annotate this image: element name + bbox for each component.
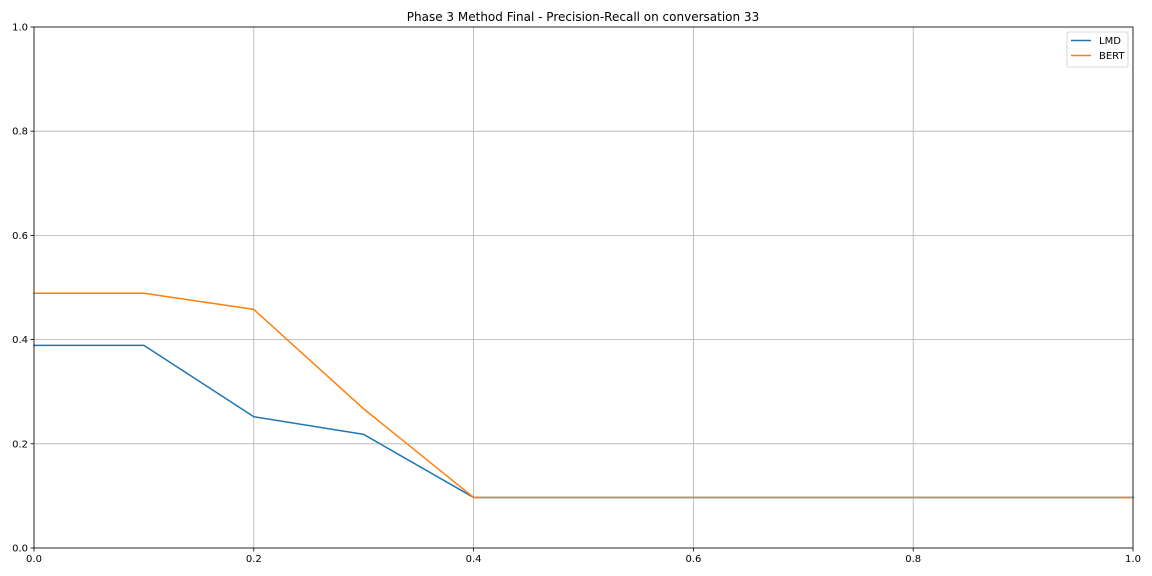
axis-ticks: 0.0 0.2 0.4 0.6 0.8 1.0 0.0 0.2 0.4 0.6 0.8 1.0 xyxy=(12,23,1141,566)
y-tick-label: 0.0 xyxy=(12,544,28,555)
y-tick-label: 0.2 xyxy=(12,439,28,450)
x-tick-label: 0.6 xyxy=(685,554,701,565)
chart-title: Phase 3 Method Final - Precision-Recall … xyxy=(407,10,759,24)
y-tick-label: 0.4 xyxy=(12,335,28,346)
x-tick-label: 1.0 xyxy=(1125,554,1141,565)
x-tick-label: 0.0 xyxy=(26,554,42,565)
legend-label-bert: BERT xyxy=(1099,51,1125,62)
plot-area xyxy=(34,27,1133,548)
legend: LMD BERT xyxy=(1066,31,1129,68)
x-tick-label: 0.4 xyxy=(466,554,482,565)
series-lines xyxy=(33,292,1134,499)
y-tick-label: 1.0 xyxy=(12,23,28,34)
y-tick-label: 0.8 xyxy=(12,127,28,138)
y-tick-label: 0.6 xyxy=(12,231,28,242)
legend-label-lmd: LMD xyxy=(1099,36,1121,47)
x-tick-label: 0.2 xyxy=(246,554,262,565)
x-tick-label: 0.8 xyxy=(905,554,921,565)
series-line-bert xyxy=(33,292,1134,499)
plot-frame xyxy=(33,26,1134,549)
